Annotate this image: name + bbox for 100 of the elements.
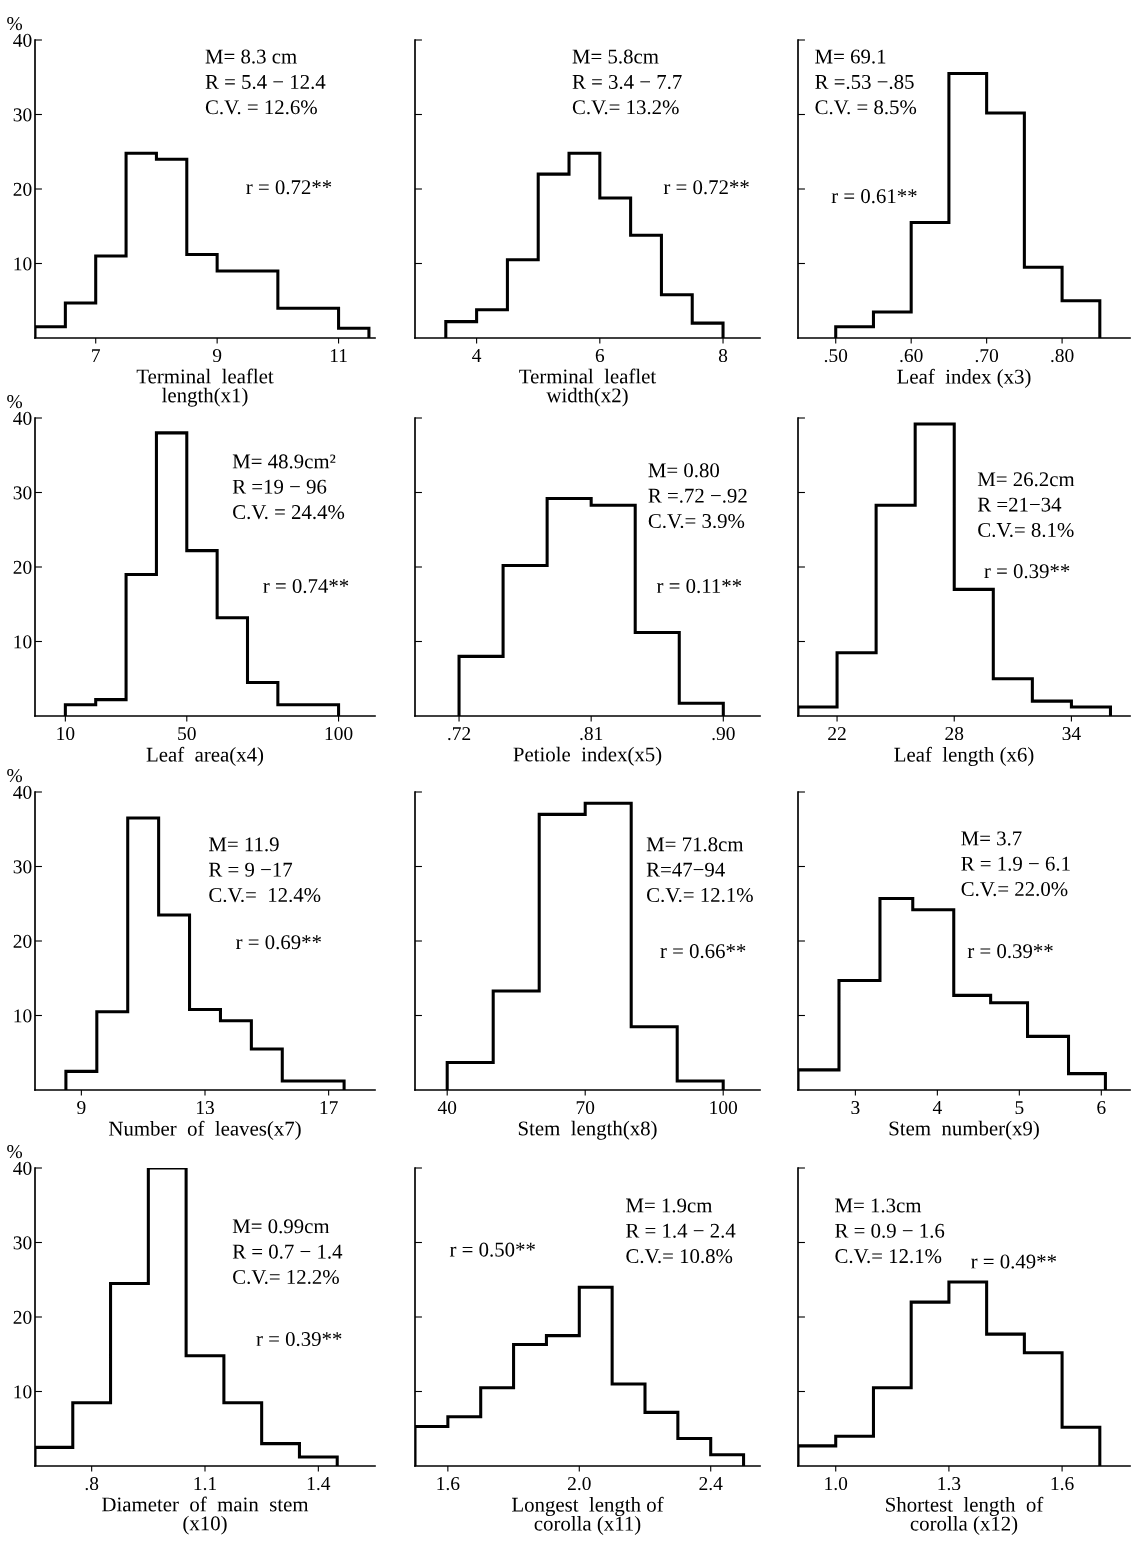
x-tick-label: 8 xyxy=(718,348,728,363)
annotation: R =21−34 xyxy=(977,497,1062,512)
annotation: R = 0.9 − 1.6 xyxy=(835,1223,945,1238)
annotation: r = 0.72** xyxy=(663,180,749,195)
annotation: R = 0.7 − 1.4 xyxy=(232,1244,343,1259)
annotation: M= 48.9cm² xyxy=(232,454,336,469)
y-tick-label: 10 xyxy=(14,1385,32,1399)
x-tick-label: .81 xyxy=(580,726,603,741)
x-tick-label: .8 xyxy=(85,1476,99,1491)
x-tick-label: 7 xyxy=(92,349,101,362)
y-tick-label: 40 xyxy=(13,785,32,799)
annotation: C.V. = 8.5% xyxy=(815,100,917,115)
annotation: M= 3.7 xyxy=(961,831,1022,846)
annotation: r = 0.39** xyxy=(256,1332,342,1347)
x-tick-label: 1.0 xyxy=(825,1476,848,1491)
annotation: M= 0.80 xyxy=(648,463,720,478)
x-tick-label: 1.3 xyxy=(938,1477,961,1491)
y-tick-label: 10 xyxy=(14,635,32,649)
x-axis-title: Leaf area(x4) xyxy=(146,746,264,766)
annotation: R =.53 −.85 xyxy=(815,74,914,90)
annotation: C.V.= 12.4% xyxy=(209,887,321,903)
annotation: R = 1.9 − 6.1 xyxy=(961,856,1070,871)
annotation: M= 8.3 cm xyxy=(205,49,297,64)
annotation: C.V.= 12.1% xyxy=(835,1249,942,1264)
y-tick-label: 20 xyxy=(13,1310,32,1324)
annotation: C.V.= 12.1% xyxy=(647,887,753,903)
x-axis-title: Leaf length (x6) xyxy=(894,746,1034,766)
x-tick-label: .60 xyxy=(900,348,923,363)
y-axis-title: % xyxy=(7,1144,23,1159)
x-tick-label: .72 xyxy=(448,727,471,741)
x-tick-label: 100 xyxy=(710,1100,738,1115)
annotation: C.V.= 22.0% xyxy=(961,882,1068,897)
x-tick-label: 1.6 xyxy=(437,1477,460,1491)
annotation: M= 69.1 xyxy=(815,49,886,64)
x-tick-label: .80 xyxy=(1051,348,1074,363)
annotation: R =19 − 96 xyxy=(232,479,327,494)
annotation: r = 0.69** xyxy=(236,935,321,950)
y-tick-label: 30 xyxy=(13,108,32,122)
x-tick-label: 2.0 xyxy=(567,1476,591,1491)
annotation: C.V. = 12.6% xyxy=(205,100,317,115)
annotation: r = 0.50** xyxy=(449,1242,535,1257)
x-axis-title: Stem number(x9) xyxy=(889,1120,1039,1140)
annotation: M= 1.9cm xyxy=(626,1198,713,1213)
annotation: R = 3.4 − 7.7 xyxy=(572,74,682,90)
x-tick-label: .70 xyxy=(975,348,999,363)
x-tick-label: 5 xyxy=(1015,1101,1024,1115)
y-axis-title: % xyxy=(7,394,23,409)
annotation: M= 0.99cm xyxy=(232,1219,330,1234)
x-tick-label: 4 xyxy=(472,349,482,362)
annotation: r = 0.11** xyxy=(656,579,742,594)
annotation: r = 0.74** xyxy=(263,579,349,594)
x-tick-label: 9 xyxy=(77,1101,86,1115)
y-tick-label: 20 xyxy=(13,560,32,574)
y-tick-label: 10 xyxy=(14,257,32,271)
x-tick-label: 6 xyxy=(1097,1101,1106,1115)
y-tick-label: 10 xyxy=(14,1009,32,1023)
x-tick-label: 11 xyxy=(330,349,347,362)
y-axis-title: % xyxy=(7,16,23,31)
x-axis-title: Leaf index (x3) xyxy=(897,368,1031,388)
x-axis-title: Stem length(x8) xyxy=(518,1120,657,1140)
x-tick-label: 34 xyxy=(1062,727,1081,741)
annotation: r = 0.49** xyxy=(971,1254,1057,1269)
x-tick-label: 1.1 xyxy=(194,1477,216,1491)
x-axis-title: Terminal leaflet width(x2) xyxy=(519,368,657,407)
y-axis-title: % xyxy=(7,768,23,783)
x-tick-label: 70 xyxy=(576,1100,595,1115)
annotation: r = 0.39** xyxy=(967,944,1053,959)
annotation: C.V.= 13.2% xyxy=(572,100,679,115)
x-tick-label: 3 xyxy=(851,1101,860,1115)
annotation: R =.72 −.92 xyxy=(648,488,747,503)
x-tick-label: 10 xyxy=(57,726,75,741)
x-tick-label: 1.6 xyxy=(1051,1477,1074,1491)
x-tick-label: 9 xyxy=(212,349,222,363)
x-tick-label: 22 xyxy=(828,727,846,740)
x-tick-label: 13 xyxy=(196,1101,214,1115)
x-tick-label: 1.4 xyxy=(307,1477,331,1491)
x-axis-title: Number of leaves(x7) xyxy=(108,1120,301,1140)
y-tick-label: 40 xyxy=(13,33,32,47)
x-tick-label: 28 xyxy=(945,726,964,741)
annotation: C.V.= 8.1% xyxy=(978,522,1074,538)
x-axis-title: Diameter of main stem (x10) xyxy=(102,1496,309,1535)
annotation: M= 1.3cm xyxy=(835,1198,922,1213)
x-tick-label: .90 xyxy=(712,726,735,741)
x-tick-label: 6 xyxy=(595,349,605,363)
y-tick-label: 40 xyxy=(13,411,32,425)
annotation: M= 71.8cm xyxy=(646,837,744,852)
y-tick-label: 20 xyxy=(13,182,32,196)
annotation: r = 0.66** xyxy=(660,944,746,959)
annotation: R = 1.4 − 2.4 xyxy=(626,1223,736,1238)
y-tick-label: 30 xyxy=(13,486,32,500)
annotation: C.V.= 12.2% xyxy=(233,1269,339,1285)
annotation: C.V.= 3.9% xyxy=(648,513,745,529)
x-axis-title: Petiole index(x5) xyxy=(513,746,662,766)
x-tick-label: .50 xyxy=(824,348,848,363)
annotation: R = 9 −17 xyxy=(209,862,293,877)
y-tick-label: 40 xyxy=(13,1161,32,1175)
x-axis-title: Terminal leaflet length(x1) xyxy=(136,368,274,407)
y-tick-label: 30 xyxy=(13,1236,32,1250)
x-axis-title: Longest length of corolla (x11) xyxy=(512,1496,664,1535)
y-tick-label: 20 xyxy=(13,934,32,948)
